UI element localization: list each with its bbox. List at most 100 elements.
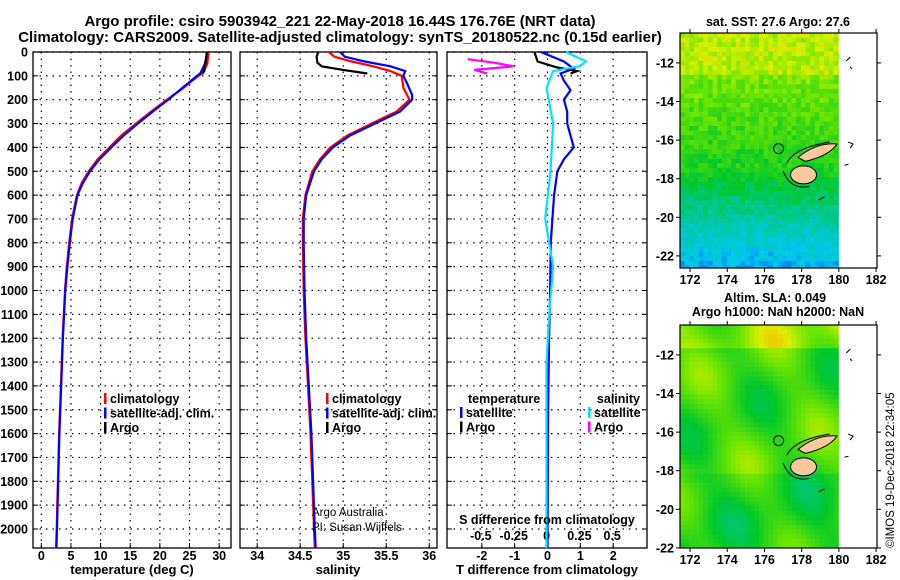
map1-cell — [698, 116, 704, 122]
map2-cell — [745, 371, 751, 377]
map1-cell — [786, 65, 792, 71]
title-line2: Climatology: CARS2009. Satellite-adjuste… — [18, 29, 662, 46]
map1-cell — [800, 116, 806, 122]
map2-cell — [735, 385, 741, 391]
map1-cell — [828, 149, 834, 155]
map2-cell — [814, 450, 820, 456]
map2-cell — [777, 352, 783, 358]
map1-cell — [819, 56, 825, 62]
map2-cell — [828, 501, 834, 507]
map2-cell — [707, 469, 713, 475]
map2-cell — [782, 394, 788, 400]
map1-cell — [838, 214, 839, 220]
map1-cell — [680, 158, 685, 164]
map1-cell — [819, 88, 825, 94]
map2-cell — [833, 497, 839, 502]
map1-cell — [721, 233, 727, 238]
map1-cell — [717, 98, 723, 104]
map1-cell — [786, 205, 792, 211]
map1-cell — [754, 181, 760, 187]
map2-cell — [745, 385, 751, 391]
map1-cell — [810, 191, 816, 197]
map1-cell — [740, 251, 746, 257]
map2-cell — [810, 455, 816, 461]
map2-cell — [819, 394, 825, 400]
map1-cell — [828, 172, 834, 178]
map1-cell — [786, 93, 792, 99]
map1-cell — [754, 228, 760, 234]
map2-cell — [800, 497, 806, 502]
map1-cell — [735, 84, 741, 90]
map2-cell — [828, 511, 834, 516]
map2-cell — [693, 524, 699, 530]
map2-cell — [763, 487, 769, 493]
panel3-s-legend-swatch — [588, 421, 591, 433]
map2-cell — [763, 334, 769, 340]
map1-cell — [698, 191, 704, 197]
map2-cell — [707, 515, 713, 521]
map2-cell — [773, 431, 778, 437]
map2-cell — [819, 408, 825, 414]
map1-cell — [810, 246, 816, 252]
map2-cell — [777, 348, 783, 354]
map2-cell — [745, 450, 751, 456]
map2-cell — [726, 506, 732, 512]
map1-cell — [680, 246, 685, 252]
map1-cell — [707, 260, 713, 266]
map1-cell — [768, 37, 774, 43]
map1-cell — [810, 79, 816, 85]
map2-cell — [828, 413, 834, 419]
map2-cell — [786, 436, 792, 442]
map1-cell — [833, 144, 839, 150]
map1-cell — [786, 84, 792, 90]
map2-cell — [735, 352, 741, 358]
map1-cell — [810, 242, 816, 248]
map1-cell — [684, 237, 690, 243]
map2-cell — [796, 501, 802, 507]
map2-cell — [754, 376, 760, 382]
map1-cell — [754, 256, 760, 262]
map1-cell — [833, 42, 839, 48]
map1-cell — [759, 246, 764, 252]
map2-cell — [689, 413, 695, 419]
map2-cell — [768, 338, 774, 344]
map1-cell — [731, 33, 737, 38]
map1-cell — [786, 167, 792, 173]
map2-cell — [796, 325, 802, 330]
map2-cell — [777, 529, 783, 535]
map1-cell — [824, 172, 830, 178]
map2-cell — [731, 524, 737, 530]
map2-cell — [773, 529, 778, 535]
map2-lat-label: -22 — [656, 541, 674, 555]
map1-cell — [754, 246, 760, 252]
map2-cell — [735, 422, 741, 428]
map1-cell — [703, 260, 709, 266]
map2-cell — [796, 520, 802, 526]
map1-cell — [740, 56, 746, 62]
depth-tick-label: 300 — [7, 117, 28, 131]
map1-cell — [703, 70, 709, 76]
map2-cell — [740, 357, 746, 363]
map1-cell — [786, 42, 792, 48]
map1-cell — [763, 219, 769, 224]
map2-cell — [707, 520, 713, 526]
depth-tick-label: 1200 — [0, 332, 28, 346]
map2-cell — [763, 404, 769, 409]
map1-cell — [810, 200, 816, 206]
map1-cell — [684, 42, 690, 48]
panel2-series-climatology — [301, 51, 411, 549]
map2-cell — [754, 431, 760, 437]
map1-cell — [782, 149, 788, 155]
map2-cell — [731, 376, 737, 382]
map2-cell — [768, 348, 774, 354]
map2-cell — [791, 390, 797, 396]
map2-cell — [745, 362, 751, 368]
map2-cell — [754, 464, 760, 470]
map1-cell — [703, 158, 709, 164]
map2-cell — [689, 511, 695, 516]
map2-cell — [768, 418, 774, 423]
map1-cell — [717, 88, 723, 94]
map1-cell — [721, 135, 727, 141]
map2-cell — [800, 394, 806, 400]
map2-cell — [712, 385, 718, 391]
